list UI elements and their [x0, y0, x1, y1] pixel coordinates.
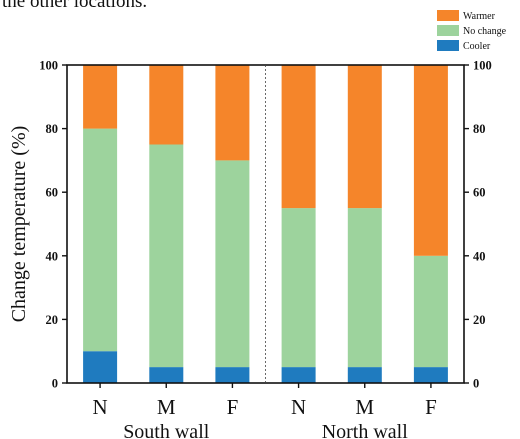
legend-swatch [437, 10, 459, 21]
legend-label: No change [463, 26, 507, 37]
y-tick-label-left: 20 [46, 313, 59, 327]
bar-warmer-4 [281, 65, 316, 209]
bar-cooler-5 [347, 367, 382, 383]
y-tick-label-left: 60 [46, 186, 59, 200]
header-text: the other locations. [2, 0, 148, 12]
y-tick-label-right: 60 [473, 186, 486, 200]
bar-cooler-3 [215, 367, 250, 383]
y-tick-label-right: 40 [473, 249, 486, 263]
text-layer: Change temperature (%) 0 0 20 20 40 40 60 60 80 8… [8, 59, 492, 439]
legend-swatch [437, 40, 459, 51]
y-tick-label-left: 40 [46, 249, 59, 263]
legend-swatch [437, 25, 459, 36]
legend-label: Cooler [463, 41, 491, 52]
bar-no-change-5 [347, 208, 382, 368]
bar-no-change-3 [215, 160, 250, 368]
legend-label: Warmer [463, 11, 496, 22]
bar-warmer-5 [347, 65, 382, 209]
bar-warmer-6 [413, 65, 448, 256]
y-tick-label-right: 0 [473, 377, 479, 391]
y-tick-label-left: 80 [46, 122, 59, 136]
bar-no-change-4 [281, 208, 316, 368]
y-axis-label: Change temperature (%) [8, 126, 30, 323]
legend: Warmer No change Cooler [437, 10, 507, 52]
x-category-label: F [227, 395, 239, 419]
x-category-label: M [355, 395, 374, 419]
bars-layer [83, 65, 448, 383]
x-category-label: N [291, 395, 306, 419]
bar-warmer-2 [149, 65, 184, 145]
x-category-label: F [425, 395, 437, 419]
bar-warmer-3 [215, 65, 250, 161]
y-tick-label-left: 100 [39, 59, 58, 73]
y-tick-label-right: 20 [473, 313, 486, 327]
bar-cooler-4 [281, 367, 316, 383]
bar-no-change-2 [149, 144, 184, 368]
y-tick-label-right: 80 [473, 122, 486, 136]
group-label: North wall [322, 421, 409, 439]
bar-no-change-1 [83, 128, 118, 352]
bar-cooler-1 [83, 351, 118, 383]
bar-cooler-6 [413, 367, 448, 383]
y-tick-label-right: 100 [473, 59, 492, 73]
bar-no-change-6 [413, 255, 448, 368]
bar-cooler-2 [149, 367, 184, 383]
plot-frame [66, 64, 465, 384]
axes-layer [62, 64, 469, 388]
group-label: South wall [123, 421, 210, 439]
bar-warmer-1 [83, 65, 118, 129]
x-category-label: M [157, 395, 176, 419]
y-tick-label-left: 0 [52, 377, 58, 391]
x-category-label: N [92, 395, 107, 419]
